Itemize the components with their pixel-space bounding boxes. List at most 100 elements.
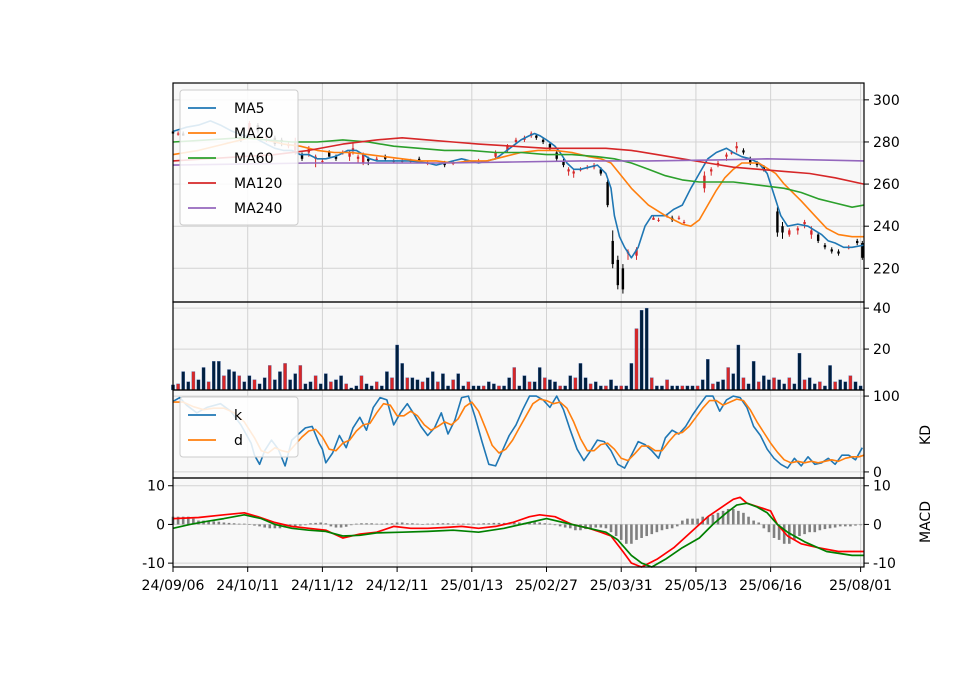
volume-bar — [706, 359, 710, 391]
macd-histogram-bar — [548, 523, 552, 525]
volume-bar — [242, 381, 247, 391]
macd-histogram-bar — [263, 524, 266, 528]
volume-bar — [374, 381, 379, 391]
volume-bar — [415, 379, 420, 391]
candle-body — [810, 230, 813, 235]
volume-bar — [364, 383, 369, 391]
price-legend-label: MA120 — [234, 176, 282, 192]
candle-body — [682, 221, 686, 223]
volume-bar — [344, 383, 348, 391]
candle-body — [567, 169, 570, 172]
macd-histogram-bar — [579, 524, 582, 531]
macd-histogram-bar — [533, 522, 536, 525]
kd-ytick-label: 0 — [873, 465, 882, 481]
macd-histogram-bar — [314, 522, 317, 525]
volume-bar — [680, 385, 685, 391]
macd-histogram-bar — [405, 523, 409, 525]
macd-histogram-bar — [635, 524, 638, 540]
volume-bar — [339, 375, 343, 391]
macd-histogram-bar — [726, 508, 730, 525]
macd-histogram-bar — [757, 522, 761, 525]
volume-bar — [782, 383, 786, 391]
candle-body — [781, 226, 784, 233]
macd-histogram-bar — [400, 522, 404, 525]
macd-histogram-bar — [212, 521, 216, 525]
macd-histogram-bar — [416, 523, 419, 525]
macd-histogram-bar — [472, 523, 475, 525]
macd-histogram-bar — [390, 523, 394, 525]
volume-bar — [186, 381, 191, 391]
macd-histogram-bar — [370, 523, 373, 525]
volume-bar — [410, 377, 415, 391]
macd-ytick-label-right: -10 — [873, 556, 896, 572]
volume-bar — [756, 381, 761, 391]
candle-body — [856, 240, 859, 244]
macd-histogram-bar — [497, 522, 501, 525]
volume-bar — [660, 385, 664, 391]
volume-bar — [858, 385, 863, 391]
macd-histogram-bar — [762, 524, 766, 529]
macd-histogram-bar — [849, 524, 852, 527]
macd-histogram-bar — [349, 524, 353, 526]
volume-bar — [425, 377, 430, 391]
volume-bar — [273, 379, 277, 391]
candle-body — [616, 259, 620, 286]
volume-bar — [527, 381, 532, 391]
price-ytick-label: 240 — [873, 219, 900, 235]
x-tick-label: 25/05/13 — [664, 578, 727, 594]
candle-body — [749, 158, 752, 164]
macd-histogram-bar — [681, 520, 684, 525]
macd-histogram-bar — [594, 524, 598, 528]
macd-histogram-bar — [711, 514, 715, 525]
candle-body — [494, 152, 497, 157]
macd-histogram-bar — [253, 524, 256, 526]
candle-body — [384, 156, 387, 159]
x-tick-label: 24/09/06 — [142, 578, 205, 594]
macd-ytick-label-right: 0 — [873, 517, 882, 533]
volume-bar — [181, 371, 185, 391]
volume-bar — [191, 371, 196, 391]
candle-body — [351, 148, 355, 151]
macd-histogram-bar — [640, 524, 643, 538]
price-legend-box — [179, 89, 299, 226]
volume-bar — [813, 383, 817, 391]
macd-histogram-bar — [691, 518, 694, 525]
price-ytick-label: 220 — [873, 261, 900, 277]
macd-histogram-bar — [568, 524, 572, 529]
macd-histogram-bar — [192, 518, 195, 525]
macd-ytick-label-right: 10 — [873, 479, 891, 495]
volume-bar — [481, 385, 486, 391]
macd-histogram-bar — [706, 516, 710, 525]
macd-histogram-bar — [441, 523, 445, 525]
candle-body — [635, 249, 638, 256]
macd-histogram-bar — [456, 523, 460, 525]
volume-bar — [741, 377, 746, 391]
candle-body — [709, 169, 713, 172]
macd-histogram-bar — [462, 523, 465, 525]
candle-body — [176, 133, 180, 135]
macd-ytick-label-left: -10 — [142, 556, 165, 572]
candle-body — [776, 211, 779, 233]
volume-bar — [252, 379, 257, 391]
macd-histogram-bar — [355, 523, 358, 525]
volume-bar — [629, 363, 634, 391]
volume-bar — [471, 385, 476, 391]
price-ytick-label: 280 — [873, 135, 900, 151]
volume-bar — [553, 381, 557, 391]
volume-bar — [614, 385, 618, 391]
candle-body — [652, 217, 655, 220]
volume-bar — [390, 377, 394, 391]
volume-bar — [456, 373, 460, 391]
macd-histogram-bar — [589, 524, 592, 529]
price-legend-label: MA20 — [234, 126, 273, 142]
candle-body — [725, 154, 728, 157]
volume-bar — [573, 377, 578, 391]
macd-histogram-bar — [395, 522, 399, 525]
volume-bar — [502, 385, 506, 391]
volume-bar — [318, 383, 323, 391]
macd-histogram-bar — [309, 523, 312, 525]
volume-bar — [405, 377, 410, 391]
macd-histogram-bar — [696, 518, 699, 525]
volume-bar — [650, 377, 654, 391]
